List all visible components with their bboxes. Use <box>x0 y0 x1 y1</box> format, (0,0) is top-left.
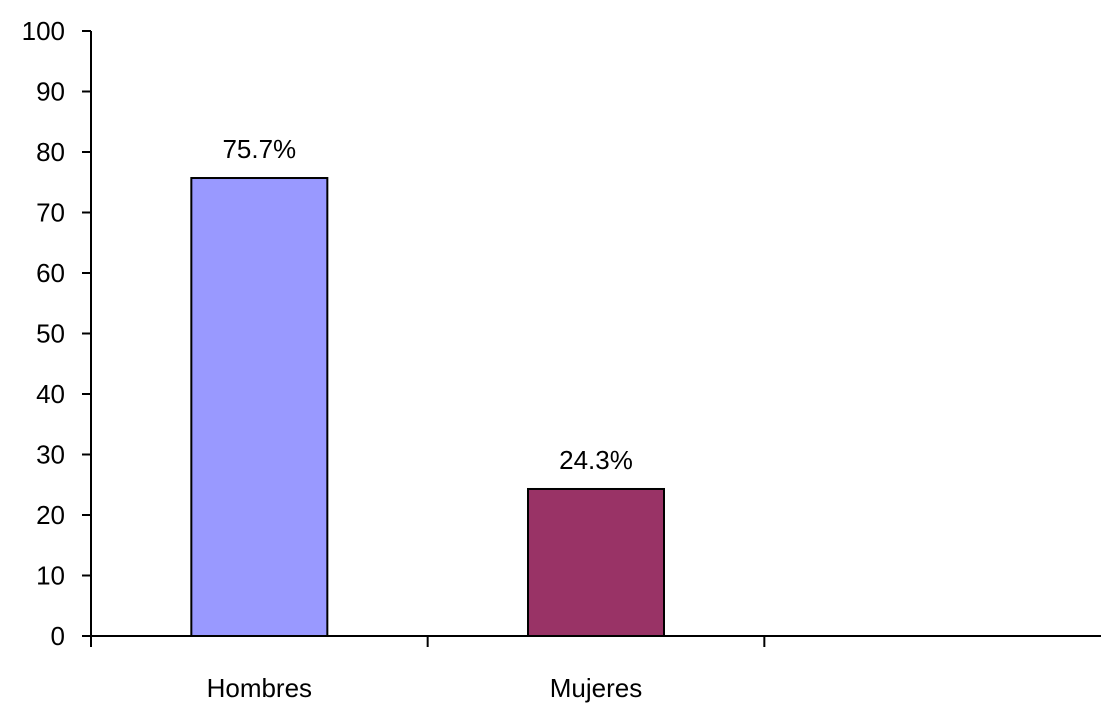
bar-mujeres <box>527 487 665 637</box>
y-tick-label: 30 <box>36 440 65 470</box>
y-tick-label: 20 <box>36 500 65 530</box>
y-tick-label: 50 <box>36 319 65 349</box>
y-tick-label: 40 <box>36 379 65 409</box>
x-category-label: Mujeres <box>550 673 642 703</box>
y-tick-label: 60 <box>36 258 65 288</box>
bars-group: 75.7% 24.3% <box>190 134 665 637</box>
y-tick-label: 90 <box>36 77 65 107</box>
y-tick-label: 80 <box>36 137 65 167</box>
y-tick-label: 100 <box>22 16 65 46</box>
data-label: 75.7% <box>222 134 296 164</box>
data-label: 24.3% <box>559 445 633 475</box>
y-axis-ticks: 0 10 20 30 40 50 60 70 80 90 100 <box>22 16 91 651</box>
bar-hombres <box>190 177 329 637</box>
y-tick-label: 0 <box>51 621 65 651</box>
y-tick-label: 10 <box>36 561 65 591</box>
y-tick-label: 70 <box>36 198 65 228</box>
x-axis-ticks: Hombres Mujeres <box>90 636 766 703</box>
x-category-label: Hombres <box>207 673 312 703</box>
